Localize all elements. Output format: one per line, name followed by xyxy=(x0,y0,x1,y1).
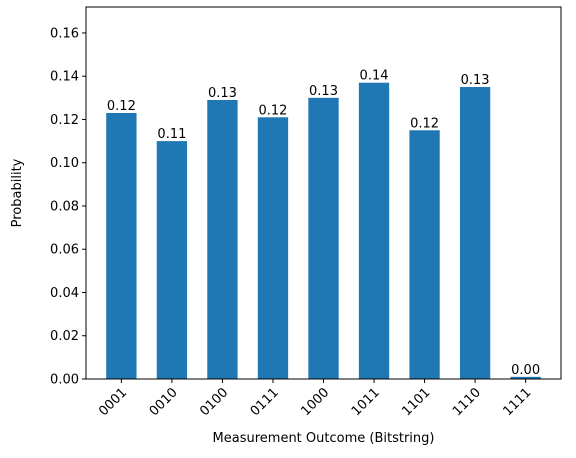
bar-value-label-0100: 0.13 xyxy=(208,86,237,101)
value-labels-layer: 0.12 0.11 0.13 0.12 0.13 0.14 0.12 0.13 0.00 xyxy=(107,69,540,378)
x-axis-title: Measurement Outcome (Bitstring) xyxy=(213,431,435,446)
x-tick-label-0100: 0100 xyxy=(197,385,231,419)
plot-frame xyxy=(85,6,562,380)
bar-1101 xyxy=(409,130,440,379)
bars-layer xyxy=(106,82,541,380)
y-tick-label: 0.16 xyxy=(50,26,79,41)
bar-1111 xyxy=(510,376,541,379)
bar-0111 xyxy=(257,117,289,380)
x-axis: 0001 0010 0100 0111 1000 1011 1101 1110 1111 xyxy=(96,379,534,419)
x-tick-label-1111: 1111 xyxy=(500,385,534,419)
bar-value-label-0001: 0.12 xyxy=(107,99,136,114)
bar-0100 xyxy=(207,100,238,379)
bar-value-label-0010: 0.11 xyxy=(157,127,186,142)
bar-1110 xyxy=(459,87,491,379)
y-tick-label: 0.14 xyxy=(50,70,79,85)
y-tick-label: 0.04 xyxy=(50,286,79,301)
bar-value-label-1101: 0.12 xyxy=(410,116,439,131)
bar-0010 xyxy=(156,141,188,379)
bar-value-label-1011: 0.14 xyxy=(360,69,389,84)
bar-0001 xyxy=(106,112,137,379)
x-tick-label-1110: 1110 xyxy=(450,385,484,419)
x-tick-label-1011: 1011 xyxy=(349,385,383,419)
x-tick-label-1101: 1101 xyxy=(399,385,433,419)
bar-value-label-1111: 0.00 xyxy=(511,363,540,378)
y-tick-label: 0.00 xyxy=(50,373,79,388)
bar-value-label-0111: 0.12 xyxy=(258,103,287,118)
bar-1011 xyxy=(358,82,390,379)
y-axis: 0.00 0.02 0.04 0.06 0.08 0.10 0.12 0.14 0.16 xyxy=(50,26,86,388)
y-tick-label: 0.10 xyxy=(50,156,79,171)
bar-1000 xyxy=(308,97,339,379)
y-axis-title: Probability xyxy=(10,158,25,227)
x-tick-label-0001: 0001 xyxy=(96,385,130,419)
y-tick-label: 0.08 xyxy=(50,199,79,214)
x-tick-label-0111: 0111 xyxy=(248,385,282,419)
x-tick-label-1000: 1000 xyxy=(298,385,332,419)
bar-value-label-1110: 0.13 xyxy=(461,73,490,88)
y-tick-label: 0.12 xyxy=(50,113,79,128)
bar-value-label-1000: 0.13 xyxy=(309,84,338,99)
y-tick-label: 0.02 xyxy=(50,329,79,344)
x-tick-label-0010: 0010 xyxy=(147,385,181,419)
y-tick-label: 0.06 xyxy=(50,243,79,258)
